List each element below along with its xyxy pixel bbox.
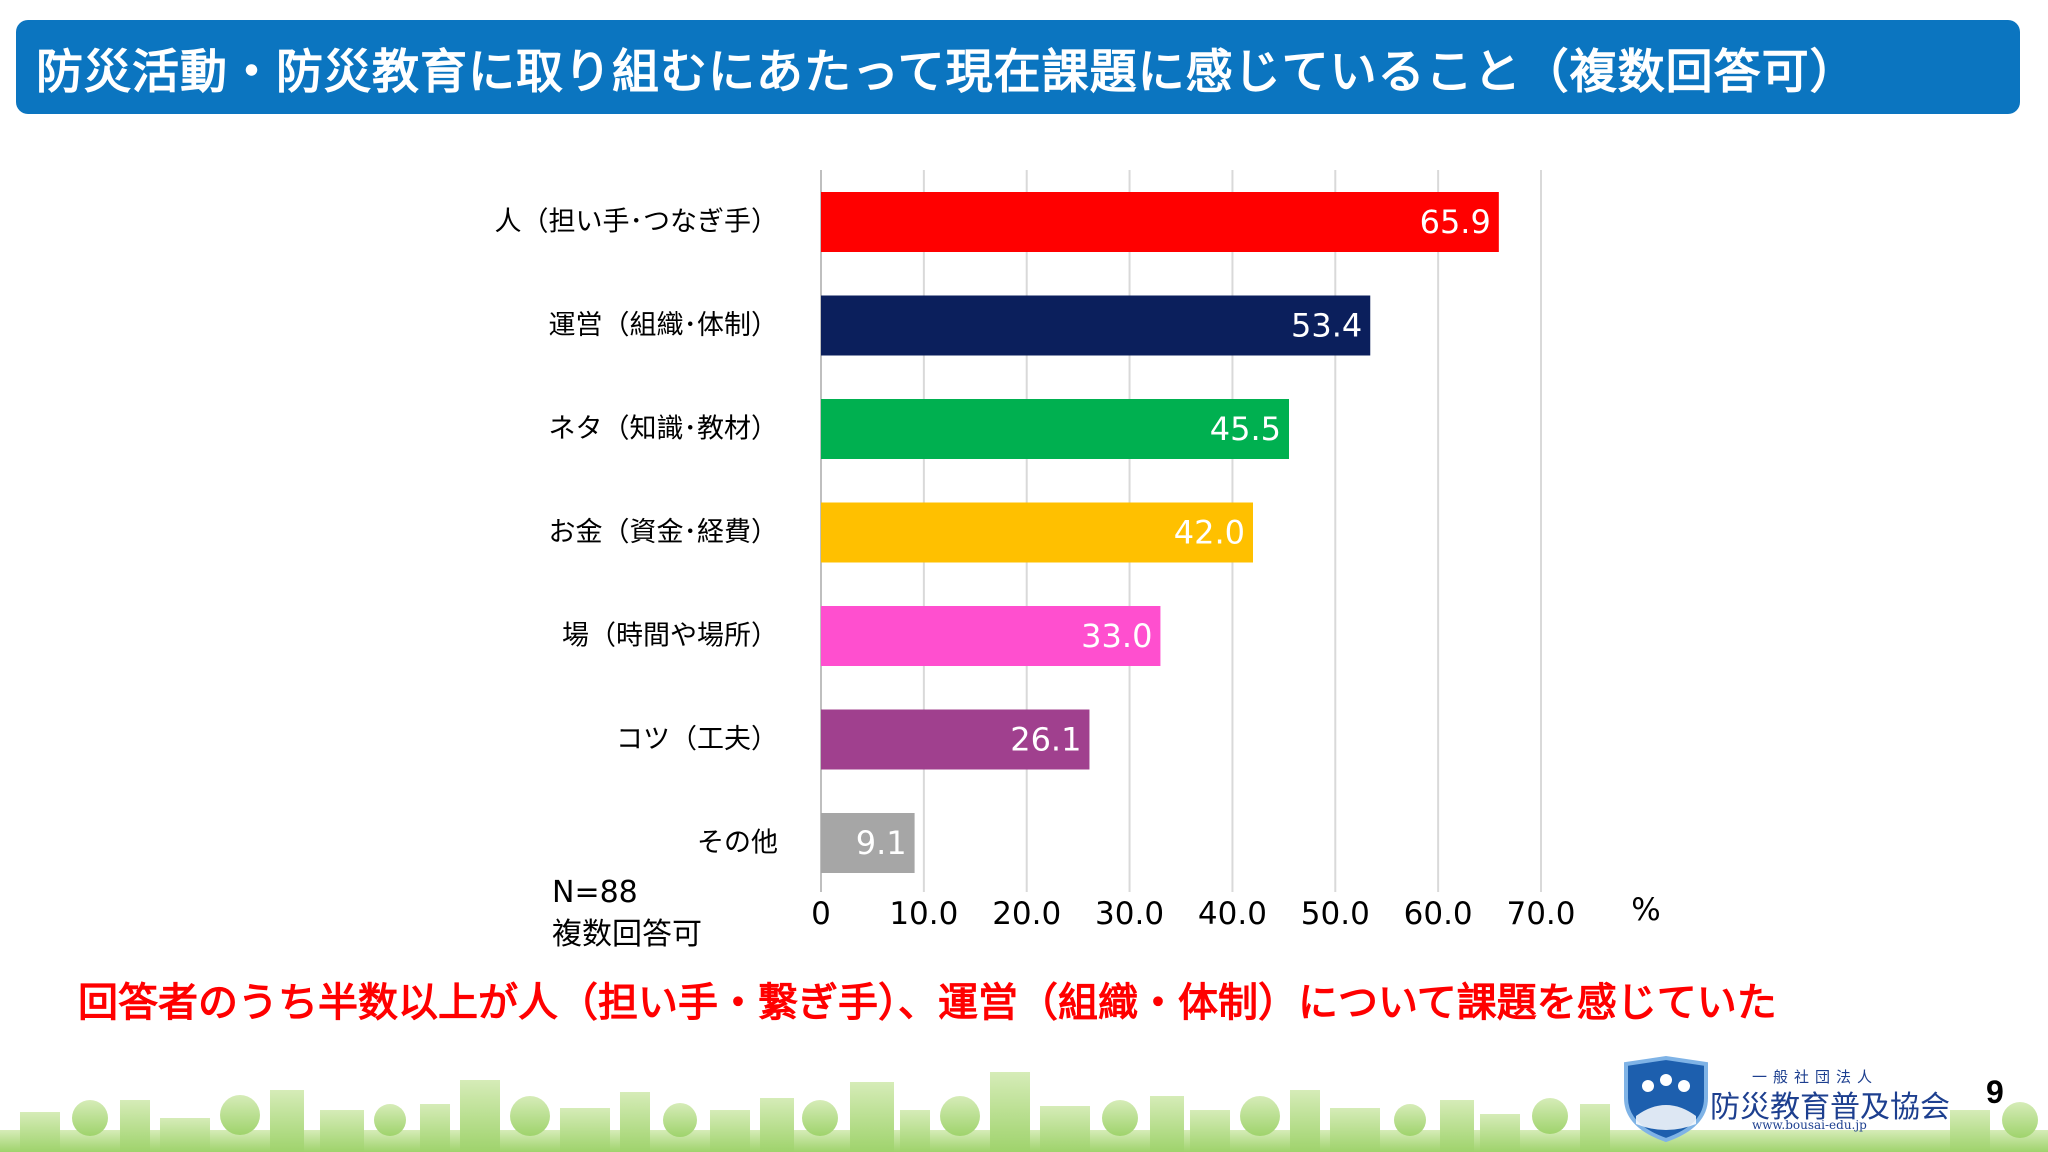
- data-label: 33.0: [1081, 617, 1152, 655]
- logo-url: www.bousai-edu.jp: [1752, 1118, 1867, 1132]
- data-label: 65.9: [1420, 203, 1491, 241]
- data-label: 9.1: [856, 824, 907, 862]
- x-tick-label: 20.0: [992, 896, 1061, 932]
- data-label: 42.0: [1174, 514, 1245, 552]
- x-unit-label: %: [1631, 892, 1660, 928]
- x-tick-label: 0: [811, 896, 831, 932]
- x-tick-label: 40.0: [1198, 896, 1267, 932]
- x-tick-label: 60.0: [1404, 896, 1473, 932]
- organization-logo: [1624, 1055, 1708, 1142]
- bar: [821, 813, 915, 873]
- data-label: 45.5: [1210, 410, 1281, 448]
- bar: [821, 192, 1499, 252]
- category-label: お金（資金･経費）: [549, 517, 779, 548]
- category-label: コツ（工夫）: [616, 724, 778, 755]
- category-label: 運営（組織･体制）: [549, 310, 779, 341]
- bar: [821, 709, 1090, 770]
- conclusion-text: 回答者のうち半数以上が人（担い手・繋ぎ手）、運営（組織・体制）について課題を感じ…: [78, 980, 1777, 1026]
- bar: [821, 502, 1253, 563]
- category-label: 場（時間や場所）: [562, 621, 778, 652]
- bar: [821, 399, 1289, 459]
- category-label: 人（担い手･つなぎ手）: [495, 207, 779, 238]
- bar-chart: 0 10.0 20.0 30.0 40.0 50.0 60.0 70.0 % 人（担い手･つなぎ手…: [495, 170, 1661, 932]
- page-number: 9: [1986, 1074, 2004, 1110]
- bar: [821, 606, 1161, 666]
- x-tick-label: 30.0: [1095, 896, 1164, 932]
- page-title: 防災活動・防災教育に取り組むにあたって現在課題に感じていること（複数回答可）: [36, 44, 1858, 100]
- multiple-answer-note: 複数回答可: [552, 917, 702, 952]
- cityscape-footer-illustration: [0, 1072, 2048, 1152]
- logo-subtitle: 一般社団法人: [1752, 1068, 1879, 1086]
- category-label: その他: [697, 828, 778, 859]
- x-tick-label: 70.0: [1506, 896, 1575, 932]
- title-bar: 防災活動・防災教育に取り組むにあたって現在課題に感じていること（複数回答可）: [16, 20, 2020, 114]
- data-label: 53.4: [1291, 307, 1362, 345]
- logo-name: 防災教育普及協会: [1710, 1090, 1950, 1125]
- category-label: ネタ（知識･教材）: [549, 414, 779, 445]
- bar: [821, 295, 1371, 356]
- x-tick-label: 10.0: [889, 896, 958, 932]
- data-label: 26.1: [1010, 721, 1081, 759]
- x-tick-label: 50.0: [1301, 896, 1370, 932]
- sample-size-note: N=88: [552, 875, 638, 910]
